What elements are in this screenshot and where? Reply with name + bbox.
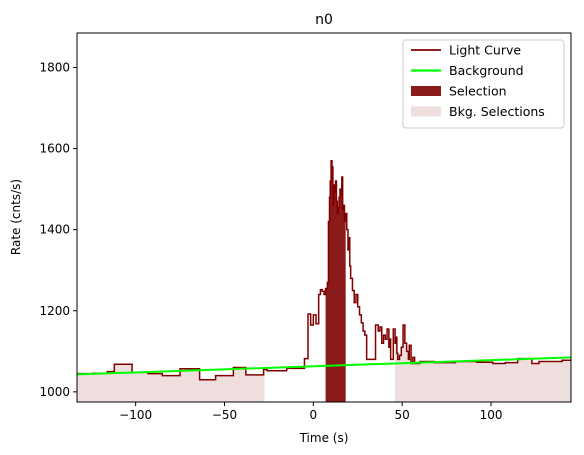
y-tick-label: 1600	[39, 142, 70, 156]
x-tick-label: 50	[395, 408, 410, 422]
y-axis-label: Rate (cnts/s)	[9, 179, 23, 255]
y-tick-label: 1200	[39, 304, 70, 318]
legend-label: Background	[449, 63, 524, 78]
light-curve-line	[77, 159, 571, 381]
x-axis-label: Time (s)	[299, 431, 349, 445]
x-tick-label: −100	[119, 408, 152, 422]
x-tick-label: 0	[310, 408, 318, 422]
y-tick-label: 1800	[39, 60, 70, 74]
legend-swatch	[411, 86, 441, 96]
bkg-selection-region-2	[395, 324, 571, 402]
legend-box	[402, 39, 565, 129]
legend: Light Curve Background Selection Bkg. Selec…	[402, 39, 565, 129]
x-tick-label: 100	[480, 408, 503, 422]
legend-label: Light Curve	[449, 43, 521, 58]
y-tick-label: 1400	[39, 223, 70, 237]
chart-title: n0	[315, 12, 333, 28]
y-tick-label: 1000	[39, 385, 70, 399]
plot-frame	[76, 32, 572, 403]
legend-swatch	[411, 106, 441, 117]
legend-label: Selection	[449, 84, 507, 99]
selection-region	[325, 160, 346, 402]
background-line	[77, 356, 571, 376]
x-tick-label: −50	[212, 408, 237, 422]
legend-label: Bkg. Selections	[449, 104, 545, 119]
